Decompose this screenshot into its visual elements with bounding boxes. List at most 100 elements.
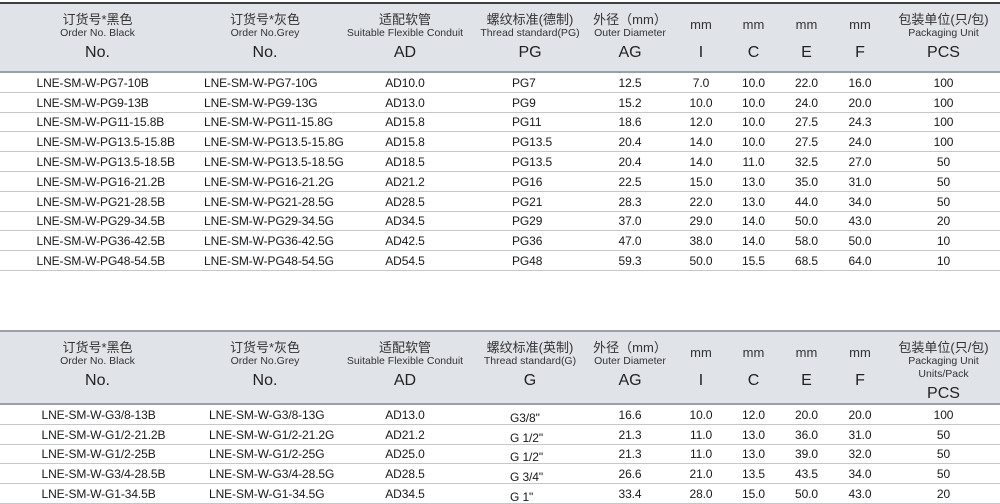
column-header-outer-diameter: 外径（mm） Outer Diameter AG <box>585 2 675 73</box>
table-cell: 13.0 <box>727 444 780 465</box>
table-cell: 43.0 <box>833 211 887 232</box>
table-cell: 31.0 <box>833 171 887 192</box>
cell-text: 32.0 <box>848 447 872 462</box>
table-cell: LNE-SM-W-G1/2-25G <box>195 444 335 465</box>
column-code: E <box>801 44 812 61</box>
table-row: LNE-SM-W-PG13.5-15.8B LNE-SM-W-PG13.5-15.… <box>0 131 1000 153</box>
cell-text: 20.4 <box>618 135 642 150</box>
table-cell: PG7 <box>475 72 585 93</box>
column-unit: mm <box>795 344 818 360</box>
table-cell: AD15.8 <box>335 131 475 153</box>
cell-text: 27.5 <box>795 115 818 130</box>
table-cell: PG9 <box>475 92 585 113</box>
cell-text: LNE-SM-W-G1-34.5B <box>41 486 156 501</box>
cell-text: AD28.5 <box>385 194 425 209</box>
table-cell: 12.5 <box>585 72 675 93</box>
cell-text: LNE-SM-W-G1/2-25G <box>209 447 325 462</box>
table-cell: 24.0 <box>833 131 887 153</box>
cell-text: 15.0 <box>742 486 765 501</box>
table-cell: 13.0 <box>727 191 780 212</box>
table-cell: 35.0 <box>780 171 833 192</box>
column-header-conduit: 适配软管 Suitable Flexible Conduit AD <box>335 2 475 73</box>
cell-text: G 1/2" <box>510 450 544 465</box>
cell-text: G3/8" <box>510 410 540 425</box>
cell-text: 50.0 <box>848 234 872 249</box>
cell-text: 22.5 <box>618 174 642 189</box>
table-cell: LNE-SM-W-PG29-34.5G <box>195 211 335 232</box>
cell-text: AD34.5 <box>385 486 425 501</box>
table-cell: 39.0 <box>780 444 833 465</box>
table-cell: 15.5 <box>727 250 780 271</box>
cell-text: PG48 <box>512 253 543 268</box>
table-row: LNE-SM-W-G3/8-13B LNE-SM-W-G3/8-13G AD13.0… <box>0 403 1000 425</box>
table-row: LNE-SM-W-PG16-21.2B LNE-SM-W-PG16-21.2G AD… <box>0 171 1000 192</box>
table-cell: AD34.5 <box>335 483 475 504</box>
column-title-en: Order No.Grey <box>230 27 300 39</box>
table-cell: 47.0 <box>585 230 675 252</box>
cell-text: G 3/4" <box>510 470 544 485</box>
table-cell: AD21.2 <box>335 424 475 445</box>
table-header: 订货号*黑色 Order No. Black No. 订货号*灰色 Order … <box>0 329 1000 405</box>
table-cell: 50 <box>887 151 1000 172</box>
cell-text: LNE-SM-W-G1-34.5G <box>209 486 325 501</box>
column-title-en: Outer Diameter <box>594 27 666 39</box>
cell-text: 100 <box>933 115 954 130</box>
table-cell: 50 <box>887 444 1000 465</box>
cell-text: 13.0 <box>742 194 765 209</box>
cell-text: AD13.0 <box>385 407 425 422</box>
table-cell: 44.0 <box>780 191 833 212</box>
table-body: LNE-SM-W-G3/8-13B LNE-SM-W-G3/8-13G AD13.0… <box>0 403 1000 504</box>
table-cell: 10 <box>887 230 1000 252</box>
column-header-order-grey: 订货号*灰色 Order No.Grey No. <box>195 329 335 405</box>
table-cell: 20.4 <box>585 151 675 172</box>
cell-text: 36.0 <box>795 427 818 442</box>
cell-text: 50.0 <box>795 486 818 501</box>
table-cell: 10.0 <box>675 92 727 113</box>
cell-text: 34.0 <box>848 467 872 482</box>
table-cell: AD21.2 <box>335 171 475 192</box>
cell-text: 35.0 <box>795 174 818 189</box>
column-title-zh: 订货号*黑色 <box>62 339 133 355</box>
table-cell: AD13.0 <box>335 403 475 425</box>
cell-text: 27.0 <box>848 155 872 169</box>
table-cell: 28.3 <box>585 191 675 212</box>
table-cell: LNE-SM-W-PG16-21.2B <box>0 171 195 192</box>
table-cell: 10.0 <box>727 131 780 153</box>
cell-text: PG16 <box>512 174 543 189</box>
table-cell: LNE-SM-W-PG13.5-15.8G <box>195 131 344 153</box>
column-header-order-grey: 订货号*灰色 Order No.Grey No. <box>195 2 335 73</box>
cell-text: PG9 <box>512 95 536 110</box>
column-header-i: mm I <box>675 329 727 405</box>
cell-text: AD13.0 <box>385 95 425 110</box>
column-code: C <box>747 44 760 61</box>
column-title-en: Outer Diameter <box>594 354 666 367</box>
table-cell: 21.0 <box>675 463 727 485</box>
column-unit: mm <box>690 344 712 360</box>
cell-text: 64.0 <box>848 253 872 268</box>
column-title-en: Thread standard(G) <box>483 354 577 367</box>
cell-text: LNE-SM-W-PG29-34.5B <box>36 214 166 229</box>
cell-text: 24.0 <box>848 135 872 150</box>
table-cell: LNE-SM-W-PG16-21.2G <box>195 171 335 192</box>
table-cell: LNE-SM-W-PG36-42.5B <box>0 230 195 252</box>
column-title-zh: 订货号*黑色 <box>62 12 133 27</box>
cell-text: 28.3 <box>618 194 642 209</box>
table-cell: PG29 <box>475 211 585 232</box>
cell-text: LNE-SM-W-PG13.5-15.8B <box>36 135 175 150</box>
cell-text: PG11 <box>512 115 542 130</box>
cell-text: 33.4 <box>618 486 642 501</box>
cell-text: PG36 <box>512 234 543 249</box>
column-title-zh: 外径（mm） <box>593 339 667 355</box>
cell-text: 100 <box>933 135 954 150</box>
cell-text: 50 <box>936 194 951 209</box>
table-cell: AD25.0 <box>335 444 475 465</box>
cell-text: 16.0 <box>848 75 872 90</box>
column-title-en: Order No. Black <box>60 27 135 39</box>
table-cell: 20.0 <box>780 403 833 425</box>
column-unit: mm <box>742 344 765 360</box>
table-cell: 13.0 <box>727 171 780 192</box>
cell-text: 18.6 <box>618 115 642 130</box>
cell-text: 10.0 <box>689 407 713 422</box>
table-row: LNE-SM-W-G1/2-25B LNE-SM-W-G1/2-25G AD25.0… <box>0 444 1000 464</box>
